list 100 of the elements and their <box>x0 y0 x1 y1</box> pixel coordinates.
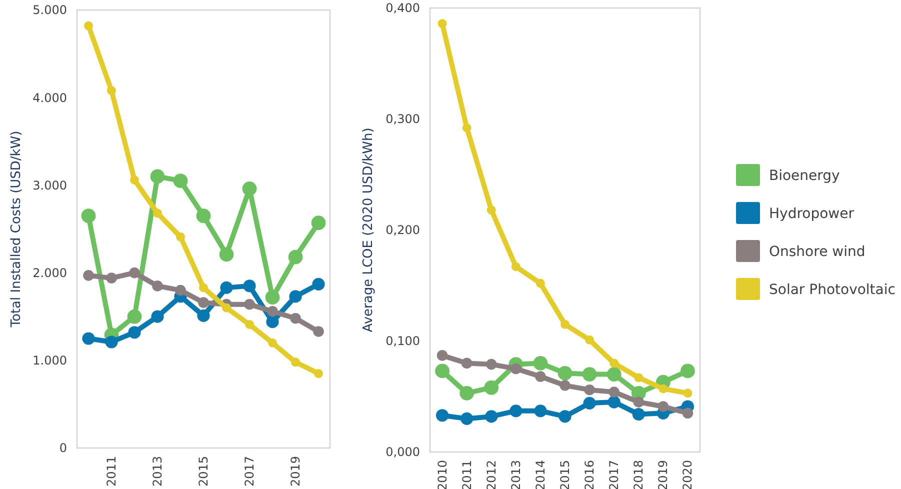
point <box>658 401 669 412</box>
point <box>534 404 547 418</box>
point <box>289 290 302 303</box>
point <box>173 174 188 188</box>
point <box>81 208 96 224</box>
point <box>486 206 496 215</box>
point <box>608 396 620 408</box>
point <box>680 364 695 378</box>
point <box>510 404 522 418</box>
point <box>266 316 279 328</box>
point <box>584 384 595 396</box>
point <box>533 356 548 370</box>
point <box>486 358 497 370</box>
x-tick-label: 2011 <box>104 456 118 487</box>
point <box>683 388 692 398</box>
x-tick-label: 2015 <box>196 456 210 487</box>
point <box>150 169 165 184</box>
y-axis-title: Total Installed Costs (USD/kW) <box>9 130 24 328</box>
y-tick-label: 4.000 <box>32 90 67 105</box>
point <box>291 358 300 367</box>
point <box>244 298 255 310</box>
y-tick-label: 0 <box>59 441 67 456</box>
point <box>510 363 522 374</box>
point <box>461 358 472 369</box>
point <box>128 326 141 339</box>
point <box>610 358 619 368</box>
point <box>83 270 94 281</box>
point <box>243 280 256 292</box>
point <box>682 408 694 419</box>
point <box>460 386 474 400</box>
point <box>560 320 570 329</box>
y-tick-label: 0,400 <box>386 1 420 16</box>
point <box>634 373 644 382</box>
point <box>127 309 142 324</box>
point <box>242 182 257 196</box>
point <box>436 350 448 361</box>
point <box>268 338 277 348</box>
point <box>583 396 596 410</box>
point <box>462 123 472 132</box>
y-tick-label: 0,000 <box>386 445 420 460</box>
y-tick-label: 1.000 <box>32 354 67 368</box>
x-tick-label: 2017 <box>242 456 256 487</box>
point <box>197 309 210 322</box>
y-tick-label: 0,100 <box>386 334 420 348</box>
point <box>176 232 185 242</box>
x-tick-label: 2013 <box>150 456 164 487</box>
point <box>311 216 326 230</box>
legend-label: Bioenergy <box>769 168 840 184</box>
point <box>129 267 140 278</box>
x-tick-label: 2019 <box>288 456 302 487</box>
point <box>198 297 209 308</box>
point <box>558 366 572 380</box>
point <box>151 310 164 323</box>
y-tick-label: 0,300 <box>386 112 420 126</box>
point <box>560 380 570 391</box>
y-tick-label: 5.000 <box>32 3 67 18</box>
y-axis-title: Average LCOE (2020 USD/kWh) <box>361 128 376 332</box>
y-tick-label: 2.000 <box>32 266 67 280</box>
point <box>107 86 116 96</box>
point <box>608 386 620 398</box>
point <box>582 367 597 382</box>
point <box>484 380 499 395</box>
point <box>485 410 498 423</box>
point <box>106 272 117 284</box>
legend-label: Hydropower <box>769 206 854 222</box>
point <box>222 303 231 312</box>
y-tick-label: 0,200 <box>386 223 420 238</box>
point <box>633 396 644 408</box>
point <box>658 384 668 394</box>
point <box>175 284 186 296</box>
point <box>288 250 303 264</box>
point <box>460 412 474 425</box>
point <box>290 312 301 324</box>
point <box>196 208 211 224</box>
point <box>130 175 139 184</box>
point <box>606 367 622 382</box>
point <box>199 283 208 292</box>
point <box>82 332 95 345</box>
point <box>585 335 594 344</box>
legend-label: Solar Photovoltaic <box>769 282 896 298</box>
point <box>314 369 323 378</box>
point <box>220 281 233 294</box>
point <box>435 364 450 378</box>
point <box>265 290 280 305</box>
point <box>312 278 325 290</box>
point <box>152 280 163 292</box>
point <box>511 262 520 272</box>
point <box>267 306 278 317</box>
point <box>105 336 118 348</box>
point <box>535 371 546 382</box>
point <box>536 278 545 288</box>
point <box>153 208 162 218</box>
point <box>558 410 572 423</box>
point <box>84 21 93 30</box>
point <box>219 247 234 262</box>
point <box>438 19 447 28</box>
point <box>245 320 254 329</box>
point <box>436 409 449 422</box>
legend-label: Onshore wind <box>769 244 866 260</box>
y-tick-label: 3.000 <box>32 178 67 192</box>
